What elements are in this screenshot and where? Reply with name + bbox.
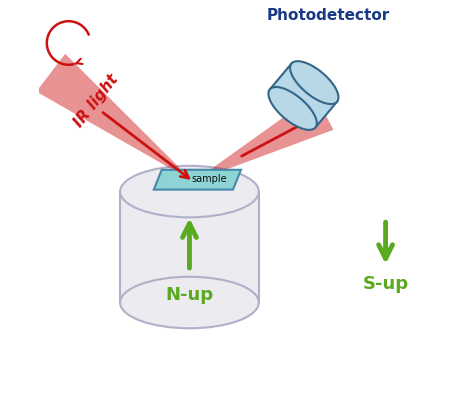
Ellipse shape <box>120 166 259 217</box>
Polygon shape <box>36 54 193 182</box>
Polygon shape <box>154 170 241 190</box>
Polygon shape <box>268 87 317 130</box>
Text: S-up: S-up <box>363 275 409 293</box>
Polygon shape <box>193 95 333 182</box>
Text: sample: sample <box>191 174 227 184</box>
Polygon shape <box>120 192 259 302</box>
Text: N-up: N-up <box>165 286 213 304</box>
Ellipse shape <box>120 277 259 328</box>
Polygon shape <box>270 63 337 128</box>
Text: IR light: IR light <box>71 71 121 130</box>
Polygon shape <box>290 61 338 104</box>
Text: Photodetector: Photodetector <box>266 8 390 23</box>
